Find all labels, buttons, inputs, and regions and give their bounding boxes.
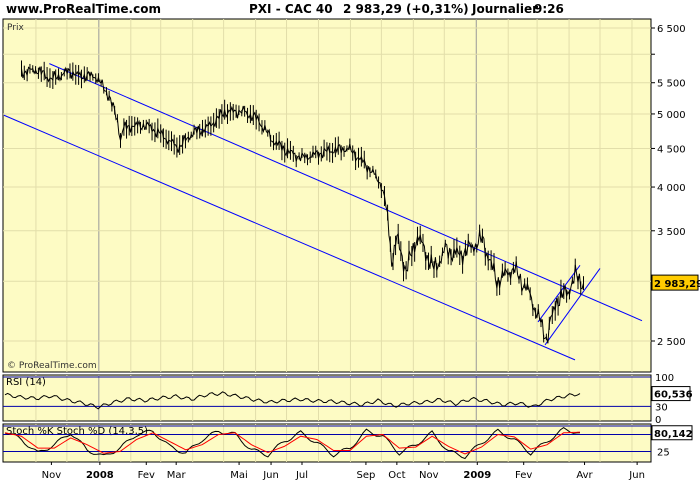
rsi-tick-label: 0 (655, 415, 661, 426)
rsi-value: 60,536 (654, 390, 693, 401)
last-price-value: 2 983,29 (654, 279, 700, 290)
x-tick-label: 2008 (86, 470, 114, 481)
stoch-value: 80,142 (654, 429, 693, 440)
x-tick-label: Sep (356, 470, 375, 481)
y-tick-label: 2 500 (657, 337, 686, 348)
rsi-value-box (651, 386, 691, 402)
rsi-tick-label: 100 (655, 373, 674, 384)
x-tick-label: Mai (230, 470, 248, 481)
x-tick-label: Jun (262, 470, 279, 481)
rsi-line (4, 391, 581, 410)
y-tick-label: 3 500 (657, 227, 686, 238)
x-tick-label: Oct (388, 470, 405, 481)
y-tick-label: 5 000 (657, 110, 686, 121)
lower-channel-line (3, 114, 576, 361)
x-tick-label: Mar (167, 470, 187, 481)
period-label: Journalier (472, 2, 539, 16)
last-price-label: 2 983,29 (+0,31%) (343, 2, 469, 16)
stoch-tick-label: 25 (657, 448, 670, 459)
time-label: 9:26 (534, 2, 564, 16)
x-tick-label: Nov (42, 470, 62, 481)
stoch-k-line (4, 426, 581, 460)
stoch-value-box (651, 425, 693, 441)
x-tick-label: Avr (576, 470, 593, 481)
x-tick-label: Fev (515, 470, 532, 481)
site-label: www.ProRealTime.com (6, 2, 161, 16)
x-tick-label: Jun (628, 470, 645, 481)
rsi-tick-label: 30 (655, 402, 668, 413)
watermark: © ProRealTime.com (7, 361, 97, 371)
panel-label-prix: Prix (7, 23, 24, 33)
panel-label-stoch: Stoch %K Stoch %D (14,3,5) (6, 426, 148, 437)
y-tick-label: 5 500 (657, 79, 686, 90)
rsi-panel (2, 374, 652, 422)
x-tick-label: Nov (419, 470, 439, 481)
y-tick-label: 6 500 (657, 24, 686, 35)
last-price-box (651, 274, 699, 291)
x-tick-label: 2009 (463, 470, 491, 481)
x-tick-label: Jul (295, 470, 308, 481)
instrument-label: PXI - CAC 40 (249, 2, 333, 16)
y-tick-label: 4 000 (657, 183, 686, 194)
main-panel (2, 18, 652, 373)
x-tick-label: Fev (138, 470, 155, 481)
stoch-d-line (4, 431, 581, 455)
upper-channel-line (49, 63, 643, 322)
wedge-upper-line (537, 264, 581, 323)
wedge-lower-line (544, 268, 601, 346)
y-tick-label: 4 500 (657, 144, 686, 155)
panel-label-rsi: RSI (14) (6, 377, 46, 388)
